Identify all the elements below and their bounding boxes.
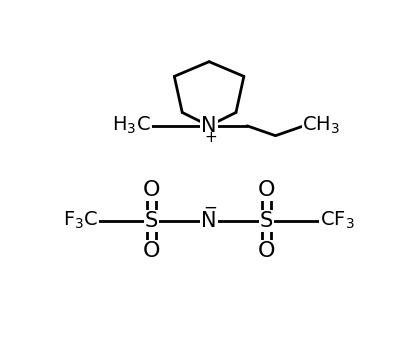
Text: CF$_3$: CF$_3$ [320,210,355,231]
Text: O: O [258,180,275,200]
Text: O: O [143,242,160,261]
Text: S: S [260,211,273,231]
Text: O: O [258,242,275,261]
Text: N: N [202,116,217,136]
Text: F$_3$C: F$_3$C [63,210,99,231]
Text: N: N [202,211,217,231]
Text: S: S [145,211,158,231]
Text: CH$_3$: CH$_3$ [302,115,340,136]
Text: H$_3$C: H$_3$C [112,115,151,136]
Text: −: − [203,199,217,217]
Text: +: + [204,130,217,145]
Text: O: O [143,180,160,200]
